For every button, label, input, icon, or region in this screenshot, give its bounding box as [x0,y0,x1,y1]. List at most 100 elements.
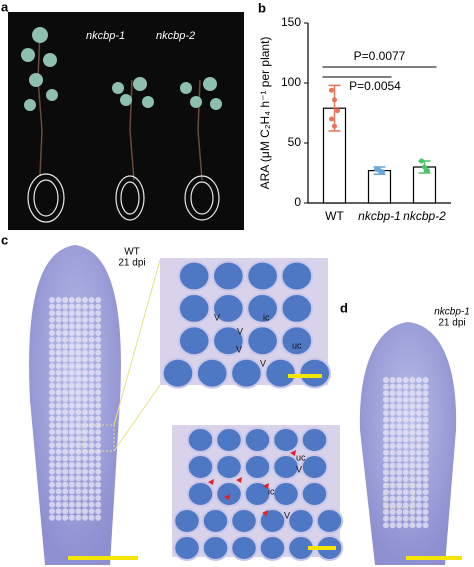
cell [75,422,82,429]
cell [75,488,82,495]
cell [82,376,88,383]
panel-label: d [340,300,348,315]
cell [409,390,416,397]
cell [95,376,102,383]
cell [82,448,88,455]
cell [95,409,102,416]
cell [88,336,95,343]
cell [62,462,69,468]
cell [177,293,211,324]
cell [422,509,429,515]
cell [88,415,95,422]
cell [422,476,429,482]
cell [88,330,95,336]
cell [88,488,95,495]
cell [75,448,82,455]
cell [68,310,75,317]
cell [95,415,102,422]
cell [230,535,258,561]
cell [95,336,102,343]
cell [75,475,82,482]
cell [75,495,82,501]
cell [68,356,75,363]
cell [68,481,75,488]
cell [55,422,62,429]
cell [215,427,243,453]
cell [68,442,75,449]
cell [416,436,422,443]
x-tick-label: nkcbp-1 [358,209,401,223]
zoom-line [113,259,161,426]
y-tick-label: 50 [288,135,302,149]
cell [62,442,69,449]
cell [49,481,55,488]
cell [95,316,102,323]
cell [75,303,82,310]
cell [402,403,409,410]
cell [396,429,403,436]
cell [49,475,55,482]
cell [55,442,62,449]
cell [82,303,88,310]
cell [389,469,396,476]
cell [173,535,201,561]
cell [55,455,62,462]
panel-label: c [1,232,8,247]
cell [383,396,389,403]
cell [95,514,102,521]
cell [95,468,102,475]
cell [82,501,88,508]
cell [389,489,396,496]
cell [49,336,55,343]
cell [422,383,429,390]
cell [383,449,389,456]
cell [88,501,95,508]
cell [246,325,279,357]
cell [95,310,102,317]
cell [68,376,75,383]
cell [383,502,389,509]
cell [402,449,409,456]
cell [383,436,389,443]
cell [62,501,69,508]
root-section [359,322,457,565]
cell [389,509,396,515]
cell [55,330,62,336]
cell [416,410,422,416]
cell [95,330,102,336]
cell [396,476,403,482]
cell [88,435,95,442]
cell [416,476,422,482]
cell [75,389,82,396]
cell [396,495,403,502]
cell [383,495,389,502]
cell [49,488,55,495]
cell [82,343,88,350]
cell [409,502,416,509]
cell [68,462,75,468]
cell [88,455,95,462]
cell [82,363,88,369]
cell [396,403,403,410]
cell [88,303,95,310]
error-bar [328,84,341,132]
cell [75,429,82,435]
cell [68,396,75,402]
cell [75,435,82,442]
cell [389,495,396,502]
cell [422,515,429,522]
cell [68,435,75,442]
cell [49,429,55,435]
cell [88,514,95,521]
cell [416,515,422,522]
cell [409,515,416,522]
cell [55,495,62,501]
cell [62,382,69,389]
cell [68,343,75,350]
cell [409,410,416,416]
cell [402,416,409,423]
cell [416,462,422,469]
cell [383,377,389,383]
cell [95,442,102,449]
